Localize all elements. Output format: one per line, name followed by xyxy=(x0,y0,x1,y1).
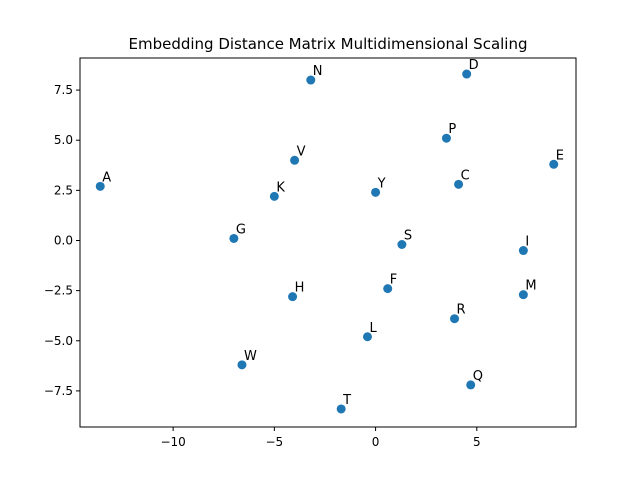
point-label-n: N xyxy=(313,64,323,79)
point-label-i: I xyxy=(525,235,529,250)
point-label-s: S xyxy=(404,229,412,244)
point-label-e: E xyxy=(556,148,564,163)
point-label-q: Q xyxy=(473,369,483,384)
y-tick-label: −2.5 xyxy=(44,284,73,298)
y-tick-label: 2.5 xyxy=(54,183,73,197)
point-label-w: W xyxy=(244,349,257,364)
x-tick-label: −10 xyxy=(160,435,185,449)
data-point-a xyxy=(95,181,105,191)
plot-area-frame xyxy=(79,57,577,428)
point-label-l: L xyxy=(369,321,377,336)
y-tick-label: 5.0 xyxy=(54,133,73,147)
data-point-i xyxy=(518,246,528,256)
point-label-v: V xyxy=(297,144,306,159)
point-label-y: Y xyxy=(377,176,386,191)
data-point-h xyxy=(288,292,298,302)
data-point-t xyxy=(336,404,346,414)
data-point-q xyxy=(466,380,476,390)
data-point-n xyxy=(306,75,316,85)
data-point-m xyxy=(518,290,528,300)
data-point-y xyxy=(371,187,381,197)
data-point-e xyxy=(549,159,559,169)
data-point-v xyxy=(290,155,300,165)
data-point-g xyxy=(229,233,239,243)
data-point-p xyxy=(441,133,451,143)
x-tick-label: −5 xyxy=(265,435,283,449)
point-label-r: R xyxy=(457,303,466,318)
data-point-k xyxy=(269,191,279,201)
point-label-m: M xyxy=(525,279,536,294)
x-tick-label: 5 xyxy=(473,435,481,449)
point-label-t: T xyxy=(342,393,351,408)
chart-title: Embedding Distance Matrix Multidimension… xyxy=(128,35,527,53)
y-tick-label: −5.0 xyxy=(44,334,73,348)
data-point-d xyxy=(462,69,472,79)
point-label-a: A xyxy=(102,170,111,185)
data-point-w xyxy=(237,360,247,370)
data-point-l xyxy=(362,332,372,342)
data-points: A N D P V E K Y C G S I H F M R L W Q T xyxy=(95,58,564,414)
data-point-s xyxy=(397,240,407,250)
point-label-g: G xyxy=(236,222,246,237)
data-point-c xyxy=(454,179,464,189)
point-label-d: D xyxy=(469,58,479,73)
y-tick-label: 7.5 xyxy=(54,83,73,97)
axis-ticks: −10 −5 0 5 −7.5 −5.0 −2.5 0.0 2.5 5.0 7.5 xyxy=(44,83,481,449)
point-label-h: H xyxy=(295,281,305,296)
data-point-r xyxy=(450,314,460,324)
data-point-f xyxy=(383,284,393,294)
point-label-p: P xyxy=(448,122,456,137)
point-label-k: K xyxy=(276,180,285,195)
x-tick-label: 0 xyxy=(372,435,380,449)
point-label-f: F xyxy=(390,273,397,288)
y-tick-label: −7.5 xyxy=(44,384,73,398)
point-label-c: C xyxy=(461,168,470,183)
y-tick-label: 0.0 xyxy=(54,233,73,247)
